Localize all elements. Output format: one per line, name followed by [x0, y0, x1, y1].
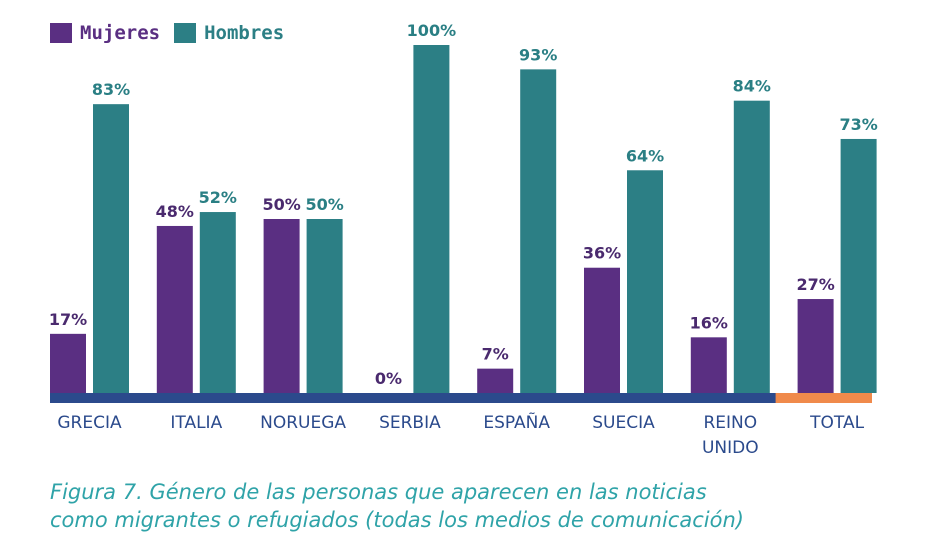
tick-label-espana: ESPAÑA: [483, 411, 550, 433]
data-label-mujeres-suecia: 36%: [583, 244, 621, 263]
data-label-hombres-noruega: 50%: [305, 195, 343, 214]
tick-label-suecia: SUECIA: [592, 413, 655, 433]
legend-label-hombres: Hombres: [204, 22, 285, 44]
bar-mujeres-italia: [156, 225, 193, 393]
bar-hombres-reino-unido: [733, 100, 770, 394]
bar-mujeres-noruega: [263, 219, 300, 393]
bar-hombres-espana: [520, 69, 557, 394]
data-label-mujeres-total: 27%: [796, 275, 834, 294]
data-label-mujeres-noruega: 50%: [262, 195, 300, 214]
data-label-hombres-suecia: 64%: [626, 146, 664, 165]
tick-label-italia: ITALIA: [170, 413, 222, 433]
x-axis-baseline: [50, 393, 778, 403]
x-axis-baseline-total: [775, 393, 872, 403]
data-label-hombres-espana: 93%: [519, 45, 557, 64]
data-label-hombres-italia: 52%: [199, 188, 237, 207]
data-label-mujeres-espana: 7%: [482, 345, 509, 364]
bar-mujeres-total: [797, 299, 834, 393]
bar-hombres-grecia: [93, 104, 129, 393]
bar-hombres-italia: [199, 212, 236, 393]
data-label-hombres-serbia: 100%: [407, 21, 456, 40]
tick-label-total: TOTAL: [809, 413, 864, 433]
bar-hombres-serbia: [413, 45, 450, 393]
legend-swatch-mujeres: [50, 23, 72, 43]
bar-mujeres-espana: [477, 368, 514, 393]
bar-mujeres-grecia: [50, 333, 86, 393]
data-label-mujeres-grecia: 17%: [49, 310, 87, 329]
legend-label-mujeres: Mujeres: [80, 22, 161, 44]
tick-label-grecia: GRECIA: [57, 413, 122, 433]
bar-mujeres-suecia: [584, 267, 620, 393]
tick-label-reino-unido-line-2: UNIDO: [702, 438, 759, 458]
data-label-mujeres-serbia: 0%: [375, 369, 402, 388]
tick-label-serbia: SERBIA: [379, 413, 441, 433]
caption-line-2: como migrantes o refugiados (todas los m…: [50, 508, 744, 532]
tick-label-noruega: NORUEGA: [260, 413, 346, 433]
bar-chart: 17% 83% GRECIA 48% 52% ITALIA 50% 50% NORUEGA 0% 1…: [49, 21, 878, 458]
caption-line-1: Figura 7. Género de las personas que apa…: [50, 480, 707, 504]
data-label-hombres-reino-unido: 84%: [733, 77, 771, 96]
chart-legend: Mujeres Hombres: [50, 22, 284, 44]
data-label-hombres-grecia: 83%: [92, 80, 130, 99]
figure-caption: Figura 7. Género de las personas que apa…: [50, 478, 910, 534]
bar-hombres-suecia: [627, 170, 663, 393]
data-label-hombres-total: 73%: [839, 115, 877, 134]
tick-label-reino-unido-line-1: REINO: [703, 413, 757, 433]
bar-hombres-total: [840, 138, 877, 393]
data-label-mujeres-reino-unido: 16%: [690, 313, 728, 332]
bar-mujeres-reino-unido: [690, 337, 727, 393]
bar-hombres-noruega: [306, 219, 343, 393]
legend-swatch-hombres: [174, 23, 197, 43]
legend-item-mujeres: Mujeres: [50, 22, 160, 44]
legend-item-hombres: Hombres: [174, 22, 284, 44]
data-label-mujeres-italia: 48%: [156, 202, 194, 221]
